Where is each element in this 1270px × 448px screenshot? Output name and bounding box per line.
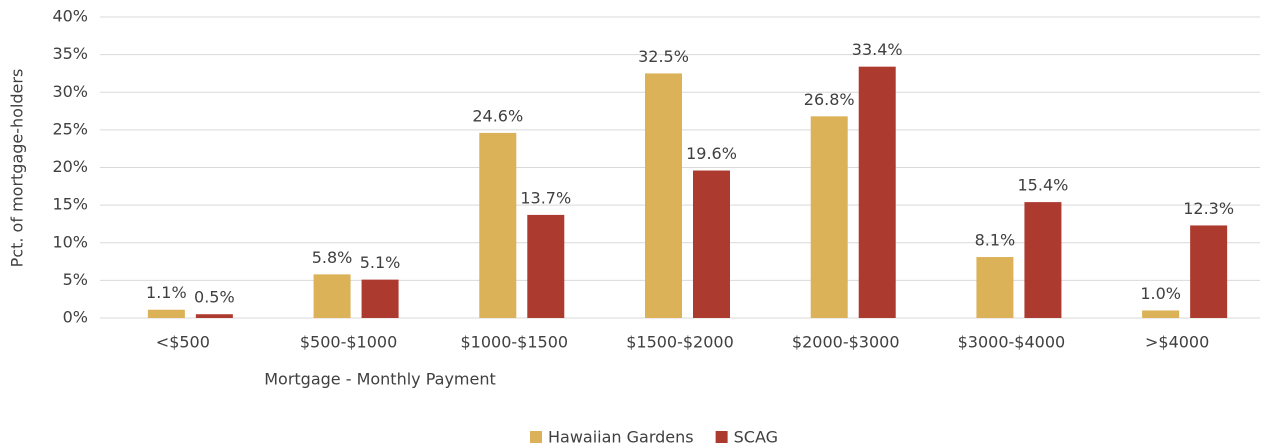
y-tick-label: 40% [52,7,88,26]
x-tick-label: <$500 [156,333,210,352]
bar [858,66,896,318]
bar [976,257,1014,318]
x-tick-label: $2000-$3000 [792,333,900,352]
legend-label: SCAG [734,428,778,447]
legend-label: Hawaiian Gardens [548,428,694,447]
y-tick-label: 25% [52,119,88,138]
y-tick-label: 0% [63,308,88,327]
y-tick-label: 5% [63,270,88,289]
value-label: 8.1% [975,231,1016,250]
value-label: 1.1% [146,283,187,302]
x-tick-label: $500-$1000 [300,333,397,352]
y-tick-label: 30% [52,82,88,101]
bar [810,116,848,318]
value-label: 26.8% [804,90,855,109]
x-tick-label: $3000-$4000 [958,333,1066,352]
value-label: 15.4% [1018,176,1069,195]
value-label: 5.1% [360,253,401,272]
value-label: 5.8% [312,248,353,267]
legend-swatch [530,431,542,443]
value-label: 19.6% [686,144,737,163]
value-label: 24.6% [472,106,523,125]
value-label: 33.4% [852,40,903,59]
x-tick-label: $1000-$1500 [460,333,568,352]
y-tick-label: 20% [52,157,88,176]
bar [1142,310,1180,318]
bar [361,279,399,318]
y-tick-label: 10% [52,232,88,251]
y-tick-label: 15% [52,195,88,214]
x-tick-label: $1500-$2000 [626,333,734,352]
value-label: 12.3% [1183,199,1234,218]
value-label: 1.0% [1140,284,1181,303]
bar [1190,225,1228,318]
value-label: 13.7% [520,188,571,207]
bar [195,314,233,318]
legend-swatch [715,431,728,443]
y-tick-label: 35% [52,44,88,63]
bar [147,309,185,318]
bar [693,170,730,318]
x-axis-title: Mortgage - Monthly Payment [264,370,496,389]
value-label: 32.5% [638,47,689,66]
bar [479,132,517,318]
bar [1024,202,1062,318]
value-label: 0.5% [194,288,235,307]
y-axis-title: Pct. of mortgage-holders [8,69,27,268]
x-tick-label: >$4000 [1145,333,1209,352]
bar [313,274,351,318]
bar [527,214,565,318]
bar [645,73,682,318]
